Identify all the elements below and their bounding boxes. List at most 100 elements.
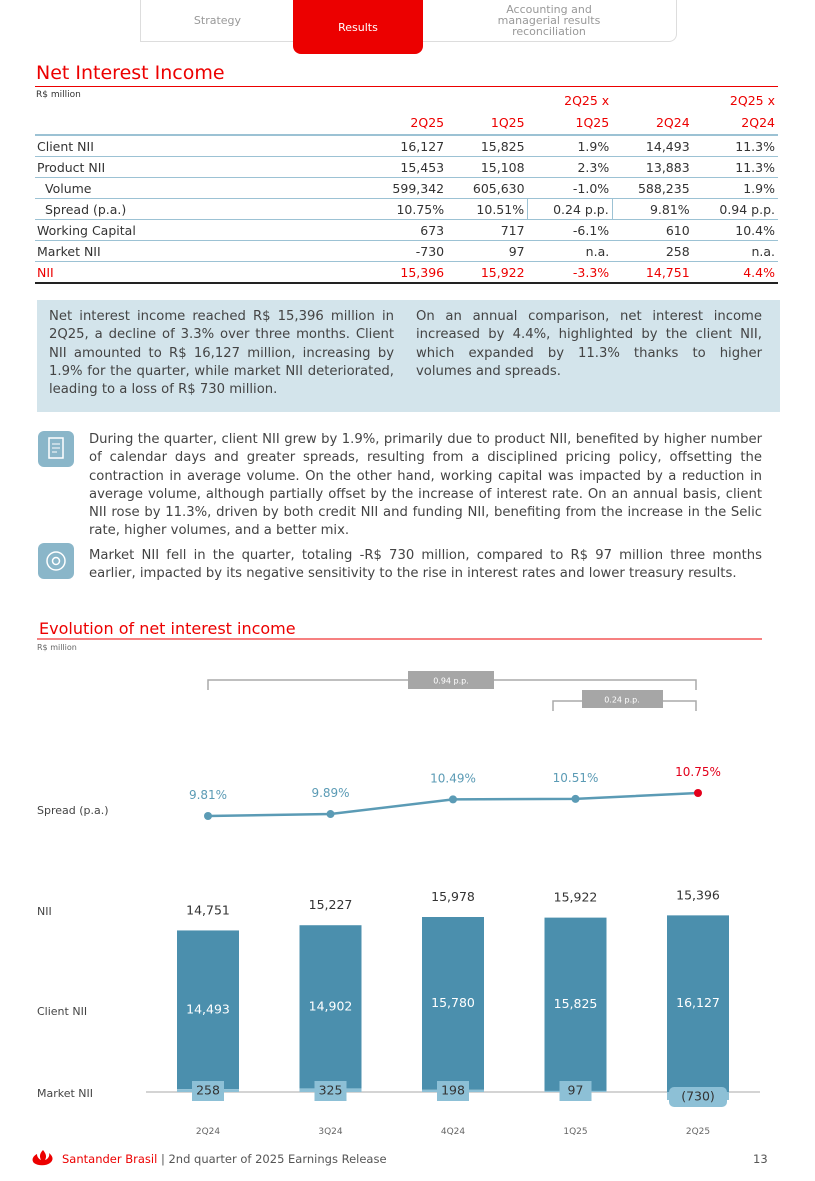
table-cell: 588,235 xyxy=(612,177,693,199)
page-number: 13 xyxy=(753,1152,768,1166)
icon xyxy=(38,543,74,579)
x-tick-label: 4Q24 xyxy=(441,1127,466,1137)
bullet: Market NII fell in the quarter, totaling… xyxy=(89,548,762,582)
row-label: Market NII xyxy=(37,1087,93,1100)
client-nii-label: 14,902 xyxy=(309,998,353,1013)
market-label-bg xyxy=(669,1087,727,1107)
bracket-label: 0.94 p.p. xyxy=(433,677,469,686)
client-nii-bar xyxy=(667,915,729,1092)
table-cell: 605,630 xyxy=(447,177,528,199)
row-label: NII xyxy=(37,905,52,918)
table-cell: 10.75% xyxy=(374,198,448,220)
table-cell: 10.51% xyxy=(447,198,528,220)
bullet: During the quarter, client NII grew by 1… xyxy=(89,432,762,539)
table-cell: 14,493 xyxy=(612,134,693,157)
chart-subtitle: R$ million xyxy=(37,643,77,652)
header-cell: 2Q25 xyxy=(410,115,445,130)
icon xyxy=(38,431,74,467)
table-cell: 0.94 p.p. xyxy=(692,198,778,220)
footer: Santander Brasil | 2nd quarter of 2025 E… xyxy=(62,1152,387,1166)
table-row: Client NII 16,127 15,825 1.9% 14,493 11.3% xyxy=(35,134,778,157)
table-cell: 1.9% xyxy=(527,134,613,157)
x-tick-label: 2Q24 xyxy=(196,1127,221,1137)
table-cell: 13,883 xyxy=(612,156,693,178)
header-cell: 2Q25 x 1Q25 xyxy=(564,93,610,130)
spread-label: 10.49% xyxy=(430,771,476,785)
table-cell: 4.4% xyxy=(692,261,778,284)
table-cell: -3.3% xyxy=(527,261,613,284)
table-cell: 673 xyxy=(374,219,448,241)
table-cell: 1.9% xyxy=(692,177,778,199)
x-tick-label: 1Q25 xyxy=(563,1127,587,1137)
table-cell: Volume xyxy=(35,177,375,199)
market-nii-label: 198 xyxy=(441,1083,465,1098)
table-cell: 0.24 p.p. xyxy=(527,198,613,220)
nii-label: 15,978 xyxy=(431,889,475,904)
summary: On an annual comparison, net interest in… xyxy=(416,309,762,379)
bracket-label-bg xyxy=(582,690,663,708)
table-cell: 9.81% xyxy=(612,198,693,220)
table-cell: 717 xyxy=(447,219,528,241)
unit: R$ million xyxy=(36,90,81,100)
spread-point xyxy=(326,810,335,819)
table-cell: n.a. xyxy=(692,240,778,262)
table-cell: Spread (p.a.) xyxy=(35,198,375,220)
chart-title: Evolution of net interest income xyxy=(39,619,296,638)
table-cell: 610 xyxy=(612,219,693,241)
table-cell: NII xyxy=(35,261,375,284)
table-cell: Client NII xyxy=(35,134,375,157)
market-label-bg xyxy=(559,1081,592,1101)
table-cell: 16,127 xyxy=(374,134,448,157)
tab-active[interactable]: Results xyxy=(293,0,423,54)
summary: Net interest income reached R$ 15,396 mi… xyxy=(49,309,394,398)
client-nii-label: 16,127 xyxy=(676,995,720,1010)
summary-box: Net interest income reached R$ 15,396 mi… xyxy=(37,300,780,412)
spread-label: 10.75% xyxy=(675,765,721,779)
table-cell: 15,825 xyxy=(447,134,528,157)
footer-brand: Santander Brasil xyxy=(62,1152,158,1166)
table-cell: 15,396 xyxy=(374,261,448,284)
client-nii-bar xyxy=(544,917,607,1091)
spread-label: 9.81% xyxy=(189,788,227,802)
client-nii-label: 15,780 xyxy=(431,995,475,1010)
footer-text: | 2nd quarter of 2025 Earnings Release xyxy=(160,1152,387,1166)
market-label-bg xyxy=(437,1081,469,1101)
header-cell xyxy=(35,90,374,135)
table-cell: Product NII xyxy=(35,156,375,178)
client-nii-label: 15,825 xyxy=(554,996,598,1011)
market-label-bg xyxy=(192,1081,224,1101)
client-nii-bar xyxy=(422,917,484,1090)
bracket-label-bg xyxy=(408,671,494,689)
tab[interactable]: Accounting and managerial results reconc… xyxy=(421,0,677,42)
table-cell: 11.3% xyxy=(692,156,778,178)
table-row: Working Capital 673 717 -6.1% 610 10.4% xyxy=(35,219,778,241)
chart: Evolution of net interest income R$ mill… xyxy=(37,619,762,1137)
table-cell: 15,108 xyxy=(447,156,528,178)
table-cell: Market NII xyxy=(35,240,375,262)
spread-point xyxy=(571,794,580,803)
header-row: 2Q25 1Q25 2Q25 x 1Q25 2Q24 2Q25 x 2Q24 xyxy=(35,90,778,135)
section-title: Net Interest Income xyxy=(36,62,225,84)
row-label: Spread (p.a.) xyxy=(37,804,109,817)
rule xyxy=(35,86,778,87)
x-tick-label: 2Q25 xyxy=(686,1127,710,1137)
table-cell: 14,751 xyxy=(612,261,693,284)
spread-point xyxy=(449,795,457,804)
table: 2Q25 1Q25 2Q25 x 1Q25 2Q24 2Q25 x 2Q24 Client… xyxy=(35,90,778,284)
table-cell: Working Capital xyxy=(35,219,375,241)
spread-label: 10.51% xyxy=(553,771,599,785)
logo xyxy=(32,1150,53,1166)
nii-label: 15,922 xyxy=(554,890,598,905)
table-cell: 15,453 xyxy=(374,156,448,178)
tab[interactable]: Strategy xyxy=(140,0,295,42)
table-row: Product NII 15,453 15,108 2.3% 13,883 11.3% xyxy=(35,156,778,178)
table-cell: 599,342 xyxy=(374,177,448,199)
market-nii-label: (730) xyxy=(681,1089,715,1104)
x-tick-label: 3Q24 xyxy=(318,1127,343,1137)
table-row: Volume 599,342 605,630 -1.0% 588,235 1.9% xyxy=(35,177,778,199)
table-cell: 258 xyxy=(612,240,693,262)
client-nii-label: 14,493 xyxy=(186,1001,230,1016)
table-cell: -730 xyxy=(374,240,448,262)
table-row: Market NII -730 97 n.a. 258 n.a. xyxy=(35,240,778,262)
